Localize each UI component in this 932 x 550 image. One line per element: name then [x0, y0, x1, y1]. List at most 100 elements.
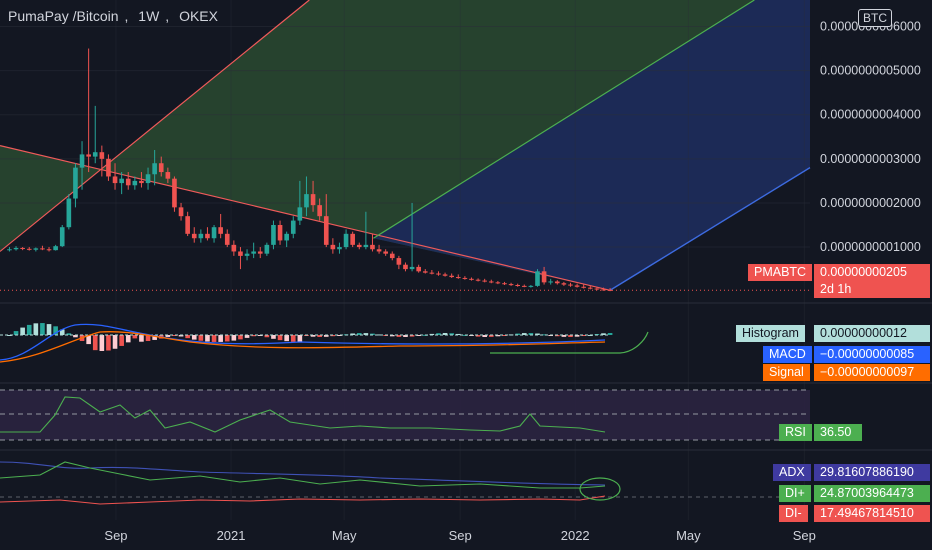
- macd-bar: [297, 335, 303, 342]
- macd-bar: [284, 335, 289, 342]
- candle: [601, 287, 606, 291]
- candle: [244, 249, 250, 261]
- histogram-label-tag: Histogram: [736, 325, 805, 342]
- candle: [231, 240, 237, 256]
- macd-bar: [26, 324, 32, 335]
- macd-bar: [106, 335, 111, 351]
- x-tick-label: Sep: [793, 528, 816, 543]
- macd-bar: [376, 334, 382, 336]
- macd-bar: [363, 333, 369, 335]
- macd-bar: [53, 326, 58, 335]
- candle: [59, 225, 65, 248]
- candle-body: [152, 163, 157, 175]
- adx-label: ADX: [779, 465, 805, 479]
- x-tick-label: May: [332, 528, 357, 543]
- macd-bar: [244, 335, 250, 338]
- macd-bar: [185, 335, 190, 339]
- macd-bar: [290, 335, 296, 342]
- candle-body: [20, 247, 25, 249]
- candle-body: [330, 244, 336, 250]
- candle-body: [112, 176, 118, 184]
- candle: [53, 244, 58, 251]
- candle-body: [356, 244, 362, 248]
- candle: [277, 220, 283, 245]
- macd-bar: [198, 335, 204, 341]
- macd-bar: [337, 335, 342, 336]
- candle: [535, 269, 540, 287]
- candle-body: [594, 288, 600, 290]
- candle: [462, 276, 468, 280]
- macd-bar: [554, 335, 560, 337]
- x-tick-label: Sep: [104, 528, 127, 543]
- candle: [323, 194, 329, 248]
- di-plus-line: [0, 461, 606, 489]
- candle-body: [350, 233, 355, 245]
- macd-line: [0, 323, 606, 361]
- candle: [416, 264, 421, 273]
- candle: [317, 198, 322, 221]
- macd-bar: [310, 335, 316, 337]
- signal-label-tag: Signal: [763, 364, 810, 381]
- candle-body: [403, 264, 408, 270]
- macd-bar: [264, 335, 270, 338]
- di-minus-line: [0, 495, 606, 505]
- macd-value: −0.00000000085: [820, 347, 915, 361]
- macd-bar: [125, 335, 131, 343]
- candle-body: [482, 280, 487, 282]
- zone-green: [0, 0, 755, 291]
- macd-bar: [607, 333, 613, 335]
- candle: [548, 278, 553, 285]
- candle-body: [165, 172, 171, 179]
- candle: [343, 229, 349, 250]
- candle-body: [26, 248, 32, 250]
- candle-body: [284, 233, 289, 241]
- candle-body: [238, 251, 243, 256]
- candle: [238, 247, 243, 270]
- candle: [297, 180, 303, 225]
- macd-bar: [515, 333, 520, 335]
- currency-unit-badge[interactable]: BTC: [858, 9, 892, 27]
- candle: [396, 255, 402, 270]
- candle-body: [40, 248, 45, 250]
- channel-red-line: [0, 0, 310, 252]
- candle-body: [528, 285, 534, 287]
- macd-bar: [370, 333, 375, 335]
- candle-body: [495, 282, 501, 284]
- interval-label[interactable]: 1W: [138, 8, 160, 24]
- channel-green-line: [373, 0, 755, 239]
- candle-body: [53, 246, 58, 251]
- macd-bar: [139, 335, 144, 342]
- macd-bar: [145, 335, 151, 342]
- candle: [66, 194, 72, 230]
- candle-body: [488, 281, 494, 283]
- candle: [145, 167, 151, 190]
- candle: [495, 281, 501, 285]
- candle-body: [46, 249, 52, 251]
- macd-bar: [574, 335, 580, 337]
- candle: [502, 281, 507, 285]
- candle-body: [211, 227, 217, 239]
- candle-body: [383, 251, 388, 254]
- candle-body: [73, 167, 78, 199]
- candle-body: [125, 178, 131, 186]
- candle: [257, 247, 263, 259]
- di-minus-value-tag: 17.49467814510: [814, 505, 930, 522]
- candle: [271, 220, 276, 250]
- y-tick-label: 0.0000000005000: [820, 64, 921, 78]
- macd-bar: [99, 335, 105, 351]
- y-tick-label: 0.0000000003000: [820, 152, 921, 166]
- y-tick-label: 0.0000000004000: [820, 108, 921, 122]
- signal-value: −0.00000000097: [820, 365, 915, 379]
- macd-bar: [92, 335, 98, 351]
- candle: [376, 244, 382, 254]
- adx-value: 29.81607886190: [820, 465, 914, 479]
- macd-histogram: [7, 323, 613, 351]
- x-tick-label: 2022: [561, 528, 590, 543]
- candle: [561, 281, 567, 286]
- candle: [158, 156, 164, 177]
- macd-bar: [40, 323, 45, 335]
- candle: [191, 227, 197, 243]
- signal-label: Signal: [769, 365, 804, 379]
- macd-drawing-green: [490, 331, 649, 354]
